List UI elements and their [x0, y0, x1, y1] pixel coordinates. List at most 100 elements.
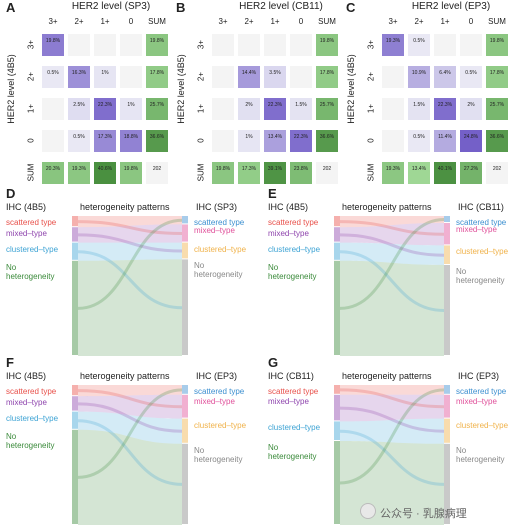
matrix-cell	[212, 66, 234, 88]
matrix-cell: 19.8%	[146, 34, 168, 56]
matrix-row-label: 2+	[196, 71, 206, 82]
matrix-cell-value: 17.8%	[489, 70, 505, 76]
panel-letter-A: A	[6, 0, 16, 15]
sankey-left-label: scattered type	[6, 218, 57, 227]
sankey-right-node	[444, 223, 450, 245]
matrix-row-label: 0	[366, 138, 376, 143]
sankey-flow	[78, 411, 182, 444]
matrix-cell: 19.8%	[42, 34, 64, 56]
matrix-cell: 0.5%	[68, 130, 90, 152]
matrix-row-label: SUM	[26, 163, 36, 182]
matrix-cell-value: 22.3%	[267, 102, 283, 108]
matrix-cell: 22.3%	[94, 98, 116, 120]
sankey-cross-flow	[77, 250, 183, 310]
sankey-left-node	[72, 385, 78, 396]
matrix-cell-value: 19.8%	[123, 166, 139, 172]
sankey-left-label: No heterogeneity	[268, 443, 317, 461]
matrix-row-label: 3+	[26, 39, 36, 50]
matrix-cell: 202	[146, 162, 168, 184]
sankey-right-label: mixed–type	[456, 225, 497, 234]
matrix-cell: 0.5%	[460, 66, 482, 88]
sankey-right-node	[444, 418, 450, 443]
matrix-cell-value: 17.3%	[241, 166, 257, 172]
sankey-left-node	[72, 260, 78, 355]
sankey-right-node	[182, 394, 188, 418]
sankey-right-label: mixed–type	[194, 396, 235, 406]
matrix-cell	[94, 34, 116, 56]
matrix-cell: 0.5%	[42, 66, 64, 88]
matrix-cell: 14.4%	[238, 66, 260, 88]
matrix-cell	[212, 98, 234, 120]
matrix-row-label: 0	[26, 138, 36, 143]
matrix-cell-value: 0.5%	[413, 38, 425, 44]
matrix-row-label: 2+	[26, 71, 36, 82]
sankey-left-label: scattered type	[6, 387, 57, 396]
matrix-cell: 2%	[238, 98, 260, 120]
sankey-diagram	[72, 385, 188, 525]
sankey-cross-flow	[77, 218, 183, 310]
matrix-row-label: SUM	[366, 163, 376, 182]
matrix-cell: 19.8%	[212, 162, 234, 184]
matrix-cell-value: 22.3%	[293, 134, 309, 140]
matrix-cell: 13.4%	[264, 130, 286, 152]
matrix-row-label: 1+	[366, 103, 376, 114]
sankey-cross-flow	[339, 218, 445, 310]
matrix-cell	[238, 34, 260, 56]
sankey-left-header: IHC (4B5)	[6, 371, 47, 381]
matrix-row-label: 0	[196, 138, 206, 143]
sankey-right-header: IHC (EP3)	[458, 371, 500, 381]
sankey-right-node	[182, 418, 188, 443]
matrix-col-label: 3+	[48, 17, 58, 26]
sankey-left-node	[334, 242, 340, 260]
matrix-cell-value: 202	[322, 166, 332, 172]
matrix-cell: 17.8%	[146, 66, 168, 88]
watermark-text: 公众号 · 乳腺病理	[380, 508, 467, 520]
matrix-cell-value: 0.5%	[465, 70, 477, 76]
matrix-cell: 17.3%	[94, 130, 116, 152]
sankey-right-node	[444, 385, 450, 394]
sankey-cross-flow	[339, 250, 445, 312]
matrix-cell-value: 27.2%	[463, 166, 479, 172]
matrix-cell	[382, 66, 404, 88]
matrix-cell-value: 25.7%	[149, 102, 165, 108]
sankey-left-node	[334, 421, 340, 440]
sankey-right-node	[182, 216, 188, 224]
sankey-diagram	[72, 216, 188, 356]
matrix-cell-value: 19.8%	[45, 38, 61, 44]
sankey-right-node	[444, 265, 450, 355]
sankey-flow	[78, 242, 182, 261]
sankey-left-label: mixed–type	[6, 229, 47, 239]
sankey-left-node	[334, 216, 340, 227]
matrix-cell-value: 1.5%	[413, 102, 425, 108]
sankey-flow	[340, 223, 444, 246]
matrix-cell-value: 2.5%	[73, 102, 85, 108]
sankey-right-label: scattered type	[456, 387, 507, 396]
panel-letter-D: D	[6, 186, 16, 201]
sankey-left-label: scattered type	[268, 218, 319, 227]
matrix-cell-value: 39.1%	[267, 166, 283, 172]
sankey-right-node	[182, 385, 188, 394]
matrix-cell: 19.8%	[486, 34, 508, 56]
matrix-cell: 3.5%	[264, 66, 286, 88]
sankey-left-label: clustered–type	[268, 423, 321, 433]
matrix-cell-value: 19.3%	[71, 166, 87, 172]
matrix-cell: 25.7%	[316, 98, 338, 120]
matrix-cell	[212, 34, 234, 56]
sankey-left-label: mixed–type	[6, 398, 47, 408]
matrix-cell-value: 11.4%	[438, 134, 452, 140]
matrix-cell: 2.5%	[68, 98, 90, 120]
matrix-cell-value: 18.8%	[123, 134, 139, 140]
matrix-cell-value: 0.5%	[73, 134, 85, 140]
matrix-cell	[460, 34, 482, 56]
sankey-flow	[340, 385, 444, 395]
matrix-cell: 19.8%	[316, 34, 338, 56]
panel-letter-E: E	[268, 186, 277, 201]
matrix-cell: 20.3%	[42, 162, 64, 184]
matrix-col-label: 2+	[74, 17, 84, 26]
matrix-cell: 2%	[460, 98, 482, 120]
sankey-left-node	[72, 396, 78, 411]
sankey-cross-flow	[77, 402, 183, 433]
matrix-cell: 17.8%	[316, 66, 338, 88]
matrix-cell	[120, 34, 142, 56]
matrix-cell: 6.4%	[434, 66, 456, 88]
